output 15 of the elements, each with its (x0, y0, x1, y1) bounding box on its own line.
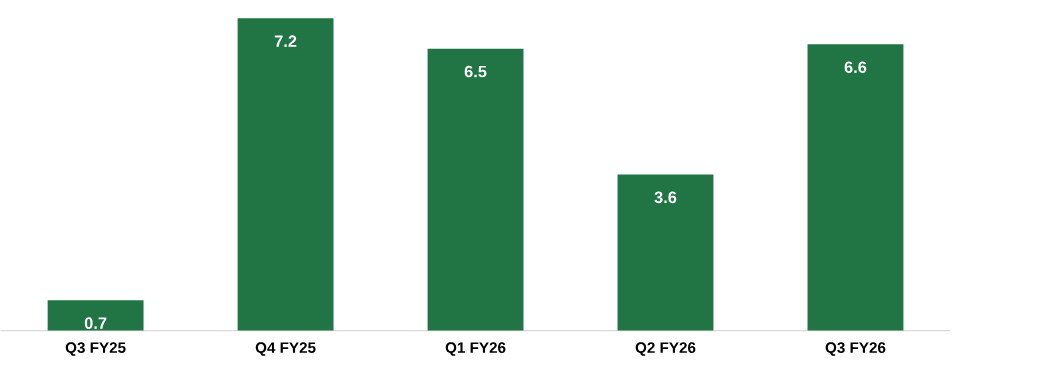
x-tick-label: Q4 FY25 (255, 342, 316, 356)
bar (427, 48, 524, 331)
data-label: 6.5 (464, 65, 487, 78)
x-tick-label: Q1 FY26 (445, 342, 506, 356)
x-tick-label: Q3 FY26 (825, 342, 886, 356)
bar (617, 174, 714, 331)
data-label: 0.7 (84, 317, 107, 330)
x-tick-label: Q2 FY26 (635, 342, 696, 356)
bar (807, 44, 904, 331)
x-tick-label: Q3 FY25 (65, 342, 126, 356)
data-label: 6.6 (844, 61, 867, 74)
data-label: 3.6 (654, 191, 677, 204)
bar (237, 18, 334, 331)
bar (47, 300, 144, 331)
data-label: 7.2 (274, 35, 297, 47)
